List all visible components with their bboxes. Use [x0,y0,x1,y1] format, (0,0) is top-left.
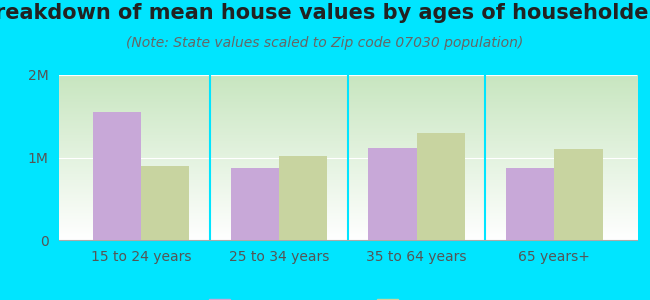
Bar [141,166,189,240]
Bar [93,112,141,240]
Legend: Zip code 07030, New Jersey: Zip code 07030, New Jersey [204,293,491,300]
Text: (Note: State values scaled to Zip code 07030 population): (Note: State values scaled to Zip code 0… [126,36,524,50]
Bar [369,148,417,240]
Bar [554,149,603,240]
Bar [417,133,465,240]
Bar [506,168,554,240]
Bar [231,168,279,240]
Text: Breakdown of mean house values by ages of householders: Breakdown of mean house values by ages o… [0,3,650,23]
Bar [279,156,327,240]
